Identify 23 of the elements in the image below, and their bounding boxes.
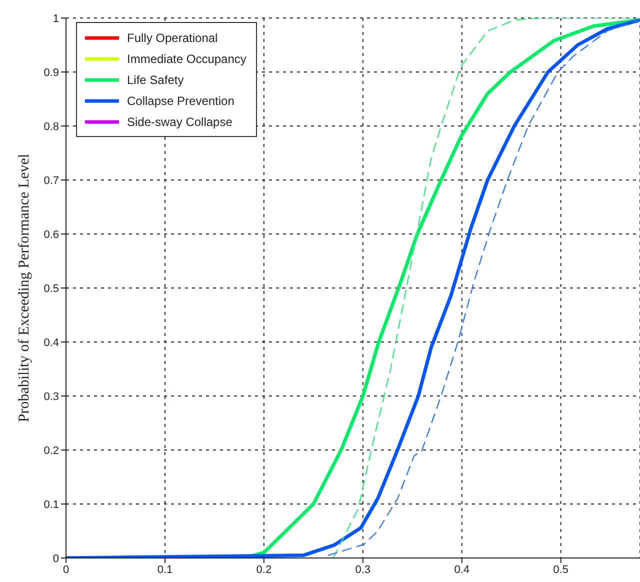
y-tick-label: 0.1 xyxy=(44,498,59,511)
y-tick-label: 0.9 xyxy=(44,66,59,79)
y-tick-label: 0.7 xyxy=(44,174,59,187)
legend-label: Life Safety xyxy=(127,72,184,86)
legend-label: Fully Operational xyxy=(127,30,218,44)
y-tick-label: 0.6 xyxy=(44,228,59,241)
x-tick-label: 0.5 xyxy=(553,564,568,576)
y-tick-label: 0 xyxy=(52,552,59,565)
x-tick-label: 0.2 xyxy=(256,564,272,576)
y-tick-label: 0.8 xyxy=(44,120,59,133)
x-tick-label: 0.1 xyxy=(157,564,173,576)
legend-label: Side-sway Collapse xyxy=(127,114,232,128)
x-tick-label: 0.4 xyxy=(454,564,470,576)
y-tick-label: 0.3 xyxy=(44,390,59,403)
legend-label: Immediate Occupancy xyxy=(127,52,246,66)
y-tick-label: 0.2 xyxy=(44,444,59,457)
x-tick-label: 0.3 xyxy=(355,564,371,576)
y-axis-title: Probability of Exceeding Performance Level xyxy=(16,154,32,422)
x-tick-label: 0 xyxy=(62,564,70,576)
y-tick-label: 1 xyxy=(52,12,59,25)
y-tick-label: 0.4 xyxy=(44,336,59,349)
legend-label: Collapse Prevention xyxy=(127,94,234,108)
y-tick-label: 0.5 xyxy=(44,282,59,295)
